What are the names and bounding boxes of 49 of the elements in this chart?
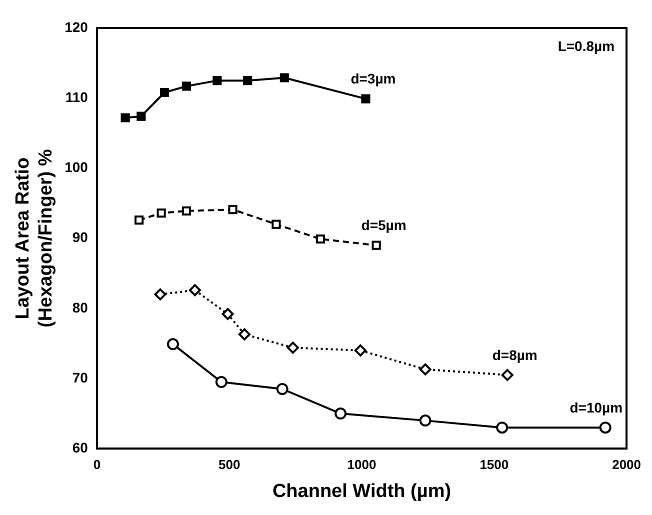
point xyxy=(182,82,191,91)
x-tick-label: 500 xyxy=(218,456,240,472)
series-label: d=3µm xyxy=(350,70,396,87)
point xyxy=(276,383,288,396)
point xyxy=(286,342,299,354)
point xyxy=(154,288,166,300)
point xyxy=(372,240,381,250)
point xyxy=(182,206,191,216)
y-tick-label: 100 xyxy=(64,159,88,176)
point xyxy=(316,234,325,244)
point xyxy=(136,112,146,121)
y-tick-label: 60 xyxy=(72,439,88,456)
point xyxy=(334,408,347,420)
series-label: d=8µm xyxy=(492,346,538,363)
x-tick-label: 0 xyxy=(93,456,101,472)
point xyxy=(222,308,234,320)
point xyxy=(361,94,370,104)
y-tick-label: 70 xyxy=(72,369,88,386)
point xyxy=(280,73,289,82)
x-tick-label: 1500 xyxy=(480,456,509,472)
annotation: L=0.8µm xyxy=(558,38,615,54)
point xyxy=(419,363,432,376)
y-tick-label: 80 xyxy=(72,299,88,316)
x-tick-label: 1000 xyxy=(347,456,376,472)
y-axis-title: Layout Area Ratio (Hexagon/Finger) % xyxy=(12,148,56,328)
y-tick-label: 90 xyxy=(72,229,88,246)
point xyxy=(272,220,281,229)
point xyxy=(243,76,252,86)
point xyxy=(238,328,250,340)
point xyxy=(120,113,130,122)
point xyxy=(496,422,508,434)
point xyxy=(501,368,514,381)
point xyxy=(156,208,166,218)
point xyxy=(228,205,238,214)
point xyxy=(166,338,179,350)
point xyxy=(212,76,222,86)
x-tick-label: 2000 xyxy=(612,456,641,472)
y-tick-label: 120 xyxy=(64,18,88,35)
point xyxy=(160,88,170,98)
x-axis-title: Channel Width (µm) xyxy=(272,480,452,502)
point xyxy=(354,344,366,356)
y-tick-label: 110 xyxy=(65,88,88,105)
point xyxy=(599,422,612,434)
point xyxy=(188,284,201,296)
series-label: d=5µm xyxy=(361,217,406,234)
series-label: d=10µm xyxy=(570,399,623,416)
point xyxy=(419,414,432,427)
point xyxy=(134,216,144,225)
point xyxy=(215,376,228,388)
